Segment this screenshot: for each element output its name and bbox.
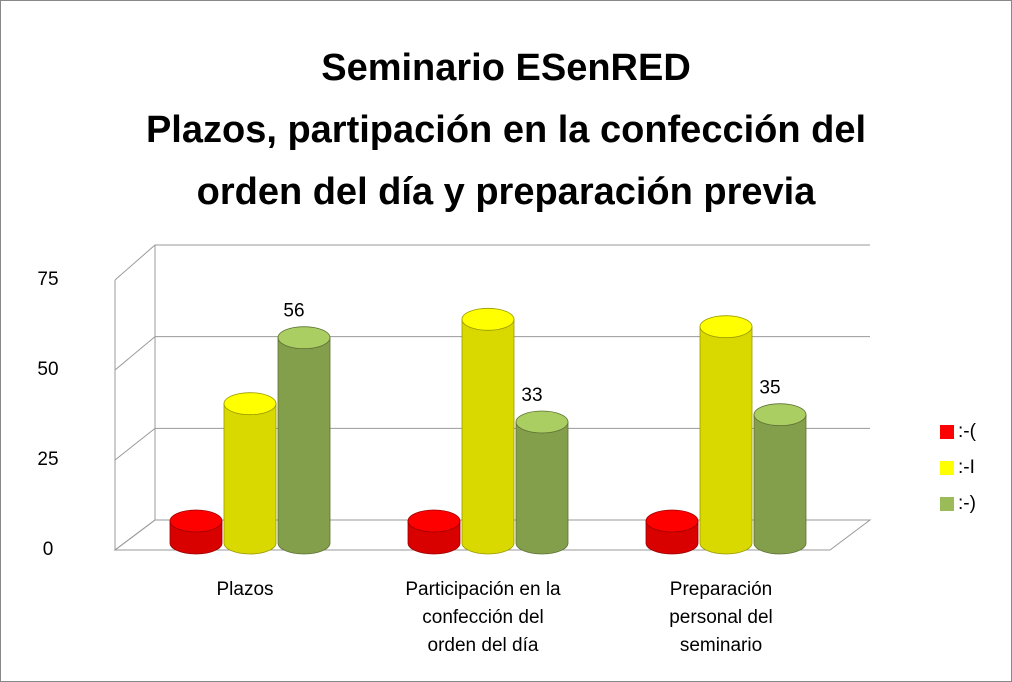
legend-label: :-I	[958, 457, 975, 478]
data-label: 35	[759, 378, 780, 399]
bar	[515, 410, 569, 555]
y-tick-label: 25	[37, 449, 58, 470]
legend-swatch	[940, 497, 954, 511]
grid-line	[114, 244, 156, 281]
bar	[407, 509, 461, 555]
y-tick-label: 75	[37, 269, 58, 290]
legend-swatch	[940, 425, 954, 439]
legend-label: :-(	[958, 421, 977, 442]
chart-title: Seminario ESenRED	[321, 47, 691, 89]
bar	[169, 509, 223, 555]
bar	[277, 326, 331, 555]
grid-line	[114, 427, 156, 461]
bar	[645, 509, 699, 555]
chart-title: Plazos, partipación en la confección del	[146, 109, 866, 151]
data-label: 33	[521, 385, 542, 406]
x-tick-label: Preparación	[670, 579, 772, 600]
bar	[753, 403, 807, 555]
chart-title: orden del día y preparación previa	[197, 171, 817, 213]
data-label: 56	[283, 301, 304, 322]
bar	[699, 315, 753, 555]
grid-line	[114, 336, 156, 371]
y-tick-label: 50	[37, 359, 58, 380]
x-tick-label: personal del	[669, 607, 773, 628]
legend-swatch	[940, 461, 954, 475]
x-tick-label: confección del	[422, 607, 543, 628]
legend-label: :-)	[958, 493, 976, 514]
y-tick-label: 0	[43, 539, 54, 560]
bar	[223, 392, 277, 555]
x-tick-label: Participación en la	[405, 579, 561, 600]
x-tick-label: Plazos	[216, 579, 273, 600]
bar	[461, 307, 515, 555]
x-tick-label: orden del día	[428, 635, 539, 656]
grid-line	[114, 519, 156, 551]
x-tick-label: seminario	[680, 635, 762, 656]
